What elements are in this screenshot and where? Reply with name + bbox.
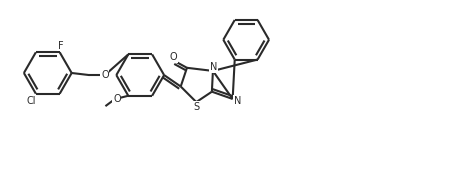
Text: F: F bbox=[58, 41, 64, 51]
Text: N: N bbox=[234, 96, 241, 106]
Text: S: S bbox=[194, 102, 200, 112]
Text: Cl: Cl bbox=[27, 96, 36, 106]
Text: N: N bbox=[210, 62, 218, 72]
Text: O: O bbox=[113, 94, 121, 104]
Text: O: O bbox=[101, 70, 109, 80]
Text: O: O bbox=[170, 52, 177, 62]
